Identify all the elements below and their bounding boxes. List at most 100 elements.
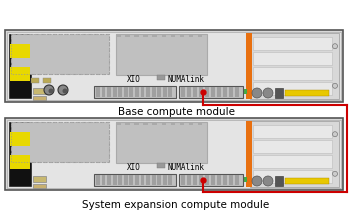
Bar (116, 34, 207, 75)
Bar (199, 175, 203, 185)
Bar (135, 175, 139, 185)
Bar (157, 75, 165, 80)
Bar (146, 175, 150, 185)
Circle shape (58, 85, 68, 95)
Bar (253, 125, 332, 138)
Bar (275, 88, 283, 98)
Bar (124, 87, 128, 97)
Bar (125, 122, 130, 125)
Circle shape (44, 85, 54, 95)
Bar (152, 175, 156, 185)
Bar (253, 155, 332, 168)
Bar (168, 175, 172, 185)
Bar (33, 88, 46, 94)
Bar (124, 175, 128, 185)
Bar (235, 175, 239, 185)
Bar (113, 87, 117, 97)
Bar (130, 87, 133, 97)
Bar (31, 78, 39, 83)
Bar (163, 175, 167, 185)
Bar (171, 34, 175, 37)
Bar (10, 132, 30, 146)
Bar (11, 122, 109, 162)
Circle shape (333, 132, 338, 137)
Bar (10, 155, 30, 169)
Bar (11, 122, 109, 162)
Bar (140, 175, 144, 185)
Bar (223, 175, 227, 185)
Bar (189, 122, 193, 125)
Bar (135, 87, 139, 97)
Bar (96, 87, 100, 97)
Bar (250, 121, 339, 187)
Bar (116, 122, 120, 125)
Circle shape (252, 88, 262, 98)
Bar (275, 176, 283, 186)
Bar (118, 175, 122, 185)
Bar (125, 34, 130, 37)
Bar (244, 177, 247, 182)
Bar (33, 96, 46, 100)
Bar (205, 87, 209, 97)
Text: System expansion compute module: System expansion compute module (82, 200, 270, 210)
Bar (181, 87, 185, 97)
Bar (211, 175, 215, 185)
Bar (134, 122, 139, 125)
Bar (113, 175, 117, 185)
Bar (152, 34, 157, 37)
Bar (157, 163, 165, 168)
Bar (43, 78, 51, 83)
Bar (33, 176, 46, 182)
Bar (5, 118, 343, 190)
Circle shape (49, 89, 54, 94)
Bar (5, 30, 343, 102)
Bar (229, 87, 233, 97)
Bar (253, 67, 332, 80)
Circle shape (63, 89, 68, 94)
Bar (199, 87, 203, 97)
Bar (11, 34, 109, 74)
Bar (102, 87, 106, 97)
Circle shape (263, 88, 273, 98)
Bar (193, 87, 197, 97)
Circle shape (333, 171, 338, 176)
Text: Base compute module: Base compute module (118, 107, 234, 117)
Bar (107, 175, 111, 185)
Bar (162, 34, 166, 37)
Bar (143, 122, 148, 125)
Bar (198, 34, 202, 37)
Bar (211, 87, 215, 97)
Text: XIO: XIO (126, 76, 140, 84)
Bar (107, 87, 111, 97)
Bar (130, 175, 133, 185)
Bar (118, 87, 122, 97)
Bar (187, 87, 191, 97)
Bar (205, 175, 209, 185)
Bar (180, 122, 184, 125)
Bar (223, 87, 227, 97)
Bar (116, 34, 120, 37)
Bar (217, 175, 221, 185)
Bar (9, 34, 31, 98)
Bar (7, 32, 341, 100)
Bar (10, 44, 30, 58)
Bar (246, 121, 252, 187)
Bar (152, 122, 157, 125)
Bar (11, 34, 109, 74)
Text: NUMAlink: NUMAlink (167, 76, 204, 84)
Bar (235, 87, 239, 97)
Bar (146, 87, 150, 97)
Text: NUMAlink: NUMAlink (167, 163, 204, 173)
Bar (94, 86, 176, 98)
Bar (253, 37, 332, 50)
Bar (162, 122, 166, 125)
Bar (180, 34, 184, 37)
Bar (198, 122, 202, 125)
Bar (179, 174, 243, 186)
Bar (7, 120, 341, 188)
Bar (253, 140, 332, 153)
Text: XIO: XIO (126, 163, 140, 173)
Bar (217, 87, 221, 97)
Bar (157, 87, 161, 97)
Bar (9, 122, 31, 186)
